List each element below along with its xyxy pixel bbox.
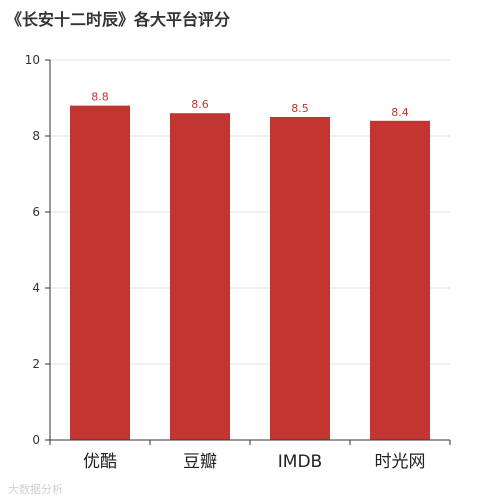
- bar-0: [70, 105, 130, 440]
- data-label-1: 8.6: [191, 98, 209, 111]
- data-label-2: 8.5: [291, 102, 309, 115]
- data-label-3: 8.4: [391, 106, 409, 119]
- axes: [45, 59, 451, 445]
- chart-title: 《长安十二时辰》各大平台评分: [6, 10, 231, 29]
- bars: [70, 105, 430, 441]
- labels: 0 2 4 6 8 10 8.8 优酷 8.6 豆瓣 8.5 IMDB 8.4 时光网: [25, 53, 426, 472]
- y-tick-label-2: 4: [32, 281, 40, 295]
- y-tick-label-4: 8: [32, 129, 40, 143]
- x-tick-label-3: 时光网: [375, 452, 426, 472]
- y-tick-label-1: 2: [32, 357, 40, 371]
- y-tick-label-0: 0: [32, 433, 40, 447]
- bar-2: [270, 117, 330, 440]
- x-tick-label-0: 优酷: [83, 452, 117, 472]
- x-tick-label-2: IMDB: [278, 452, 322, 472]
- bar-1: [170, 113, 230, 440]
- y-tick-label-3: 6: [32, 205, 40, 219]
- x-tick-label-1: 豆瓣: [183, 452, 217, 472]
- data-label-0: 8.8: [91, 91, 109, 104]
- bar-3: [370, 120, 430, 441]
- y-tick-label-5: 10: [25, 53, 40, 67]
- watermark-logo: 大数据分析: [8, 483, 63, 496]
